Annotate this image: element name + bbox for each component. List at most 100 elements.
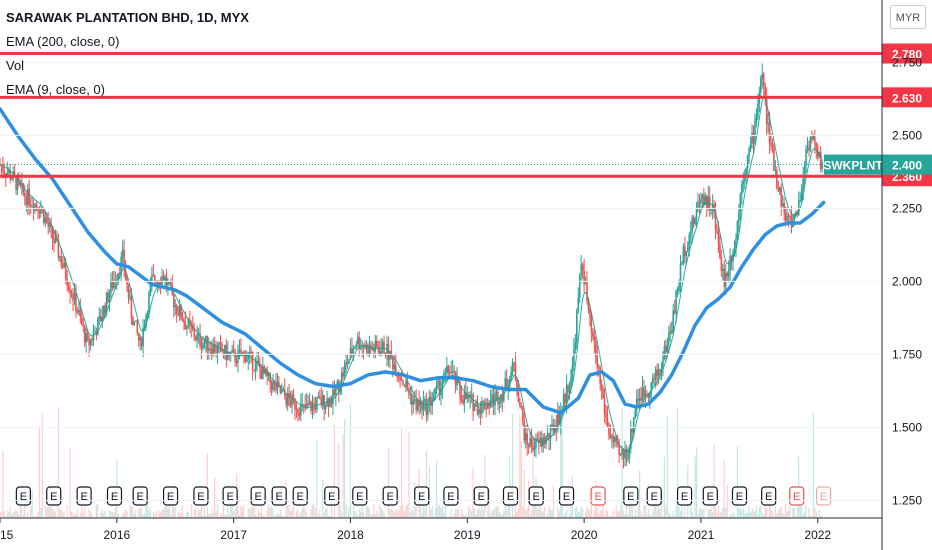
legend-ema200[interactable]: EMA (200, close, 0): [6, 34, 120, 49]
volume-bar: [130, 506, 133, 518]
volume-bar: [295, 510, 298, 518]
volume-bar: [732, 512, 734, 518]
price-candle-body: [47, 222, 49, 227]
price-candle-body: [618, 444, 620, 455]
price-candle-body: [127, 284, 130, 298]
price-candle-body: [746, 155, 749, 169]
volume-bar: [634, 508, 636, 518]
price-candle-body: [786, 215, 788, 221]
price-candle-body: [809, 136, 812, 151]
volume-bar: [684, 506, 686, 518]
volume-bar: [133, 513, 135, 518]
price-candle-body: [759, 78, 762, 93]
y-tick-label: 2.750: [892, 55, 922, 69]
volume-bar: [768, 504, 771, 518]
volume-bar: [124, 509, 127, 518]
price-candle-body: [187, 319, 190, 327]
volume-bar: [617, 511, 619, 518]
volume-bar: [354, 510, 356, 518]
volume-bar: [180, 512, 182, 518]
legend-ema9[interactable]: EMA (9, close, 0): [6, 82, 105, 97]
price-candle-body: [10, 178, 13, 180]
currency-button[interactable]: MYR: [890, 5, 926, 29]
volume-bar: [490, 513, 492, 518]
volume-bar: [821, 514, 823, 518]
volume-bar: [282, 515, 284, 518]
volume-bar: [276, 512, 279, 518]
volume-bar: [398, 511, 400, 518]
price-candle-body: [613, 437, 616, 443]
price-candle-body: [735, 238, 737, 249]
chart-title[interactable]: SARAWAK PLANTATION BHD, 1D, MYX: [6, 10, 249, 25]
price-candle-body: [714, 212, 717, 229]
volume-bar: [243, 505, 245, 518]
price-candle-body: [83, 326, 86, 343]
volume-bar: [27, 511, 29, 518]
earnings-marker-label: E: [50, 491, 57, 503]
volume-bar: [438, 504, 441, 518]
price-candle-body: [297, 410, 299, 413]
volume-bar: [560, 409, 562, 518]
price-candle-body: [425, 398, 428, 416]
volume-bar: [492, 509, 495, 518]
price-candle-body: [318, 396, 321, 398]
price-candle-body: [529, 438, 531, 447]
volume-bar: [529, 513, 531, 518]
volume-bar: [733, 514, 736, 518]
volume-bar: [11, 514, 13, 518]
price-candle-body: [320, 397, 323, 406]
volume-bar: [789, 505, 791, 518]
price-candle-body: [123, 249, 125, 270]
price-candle-body: [681, 262, 683, 265]
legend-volume[interactable]: Vol: [6, 58, 25, 73]
volume-bar: [568, 513, 571, 518]
price-candle-body: [276, 381, 279, 391]
price-candle-body: [466, 394, 469, 399]
price-candle-body: [689, 232, 692, 235]
volume-bar: [501, 514, 503, 518]
volume-bar: [698, 508, 701, 518]
volume-bar: [582, 508, 584, 518]
volume-bar: [142, 514, 144, 518]
price-candle-body: [590, 316, 593, 332]
price-candle-body: [603, 398, 606, 413]
price-candle-body: [101, 317, 104, 322]
volume-bar: [672, 510, 674, 518]
price-candle-body: [373, 348, 375, 352]
price-candle-body: [669, 330, 672, 334]
price-candle-body: [191, 326, 194, 330]
price-candle-body: [333, 389, 336, 395]
volume-bar: [787, 509, 790, 518]
price-candle-body: [694, 218, 696, 225]
price-candle-body: [130, 296, 133, 318]
volume-bar: [565, 510, 568, 518]
price-candle-body: [229, 352, 232, 354]
price-candle-body: [78, 309, 80, 313]
price-candle-body: [546, 433, 549, 437]
price-candle-body: [316, 398, 318, 410]
volume-bar: [384, 516, 387, 518]
x-tick-label: 2015: [0, 528, 14, 542]
price-candle-body: [140, 337, 143, 347]
price-candle-body: [3, 171, 6, 174]
volume-bar: [412, 510, 414, 518]
volume-bar: [136, 516, 138, 518]
volume-bar: [669, 514, 671, 518]
price-candle-body: [814, 136, 816, 143]
volume-bar: [427, 516, 429, 518]
price-candle-body: [180, 305, 182, 319]
volume-bar: [602, 505, 604, 518]
price-candle-body: [136, 320, 139, 333]
volume-bar: [783, 514, 785, 518]
price-candle-body: [781, 203, 784, 207]
volume-bar: [345, 504, 347, 518]
price-candle-body: [432, 396, 435, 401]
volume-bar: [234, 509, 236, 518]
price-candle-body: [703, 194, 705, 205]
price-candle-body: [568, 386, 571, 393]
volume-bar: [796, 507, 798, 518]
price-candle-body: [606, 417, 609, 427]
